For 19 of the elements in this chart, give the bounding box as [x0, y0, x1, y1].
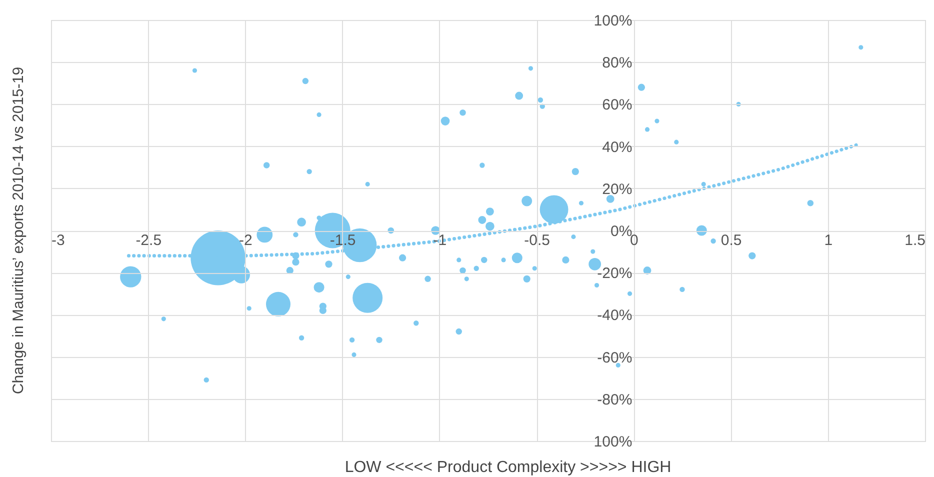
x-tick-label: -0.5	[524, 232, 550, 249]
x-tick-label: -2	[239, 232, 252, 249]
y-tick-label: 60%	[602, 96, 632, 114]
x-tick-label: -3	[52, 232, 65, 249]
y-tick-label: 20%	[602, 180, 632, 198]
y-axis-title: Change in Mauritius’ exports 2010-14 vs 2015-19	[10, 66, 27, 394]
y-tick-label: -80%	[597, 391, 632, 408]
y-tick-label: -60%	[597, 349, 632, 366]
x-tick-label: -2.5	[136, 232, 162, 249]
y-tick-label: -20%	[597, 265, 632, 282]
x-axis-title: LOW <<<<< Product Complexity >>>>> HIGH	[344, 459, 672, 476]
y-tick-label: -40%	[597, 307, 632, 324]
x-tick-label: 0.5	[720, 232, 742, 249]
y-tick-label: 100%	[594, 12, 632, 30]
x-tick-label: 1	[824, 232, 833, 249]
y-tick-label: 100%	[594, 434, 632, 450]
y-tick-label: 80%	[602, 54, 632, 72]
y-tick-label: 40%	[602, 138, 632, 156]
x-tick-label: 1.5	[904, 232, 926, 249]
